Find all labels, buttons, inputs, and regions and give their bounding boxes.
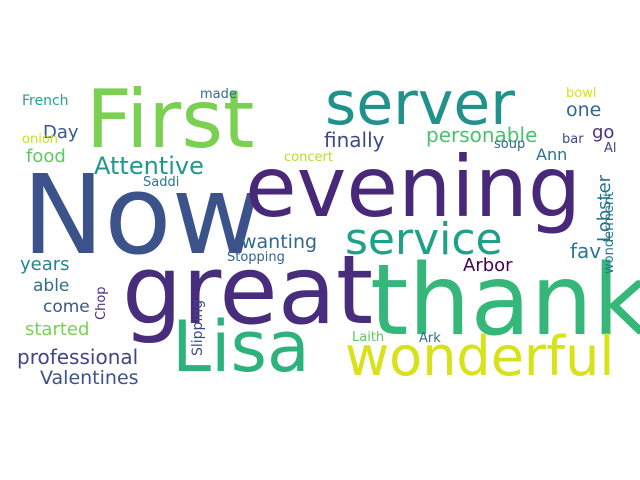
word-wonderful: wonderful (345, 325, 615, 388)
word-wanting: wanting (241, 231, 318, 253)
word-service: service (345, 214, 503, 265)
word-bowl: bowl (566, 86, 597, 101)
word-come: come (43, 297, 90, 317)
word-finally: finally (324, 128, 385, 152)
word-arbor: Arbor (463, 255, 513, 276)
word-stopping: Stopping (227, 250, 285, 265)
word-lisa: Lisa (172, 306, 310, 388)
word-started: started (25, 319, 90, 340)
word-wonderment: wonderment (602, 191, 617, 274)
word-laith: Laith (352, 330, 385, 345)
word-made: made (200, 87, 237, 102)
word-saddi: Saddi (143, 175, 180, 190)
word-ark: Ark (419, 331, 441, 346)
word-bar: bar (562, 132, 584, 147)
word-personable: personable (426, 123, 538, 147)
word-concert: concert (284, 150, 333, 165)
word-ann: Ann (536, 145, 568, 164)
word-fav: fav (570, 239, 602, 263)
word-food: food (26, 146, 66, 167)
word-now: Now (22, 151, 262, 279)
word-thank: thank (370, 244, 640, 358)
word-soup: soup (494, 137, 526, 152)
word-attentive: Attentive (94, 152, 204, 180)
word-valentines: Valentines (40, 367, 139, 389)
word-professional: professional (17, 345, 139, 369)
word-day: Day (43, 122, 79, 143)
word-slipping: Slipping (190, 299, 206, 356)
word-first: First (86, 73, 255, 166)
word-evening: evening (245, 138, 582, 236)
word-server: server (325, 69, 515, 139)
word-onion: onion (22, 132, 58, 147)
word-one: one (566, 99, 602, 121)
word-years: years (20, 254, 70, 275)
word-go: go (592, 122, 615, 143)
word-french: French (22, 93, 69, 109)
word-able: able (33, 276, 70, 296)
word-chop: Chop (94, 286, 109, 320)
word-al: Al (604, 141, 617, 156)
word-great: great (122, 236, 374, 346)
